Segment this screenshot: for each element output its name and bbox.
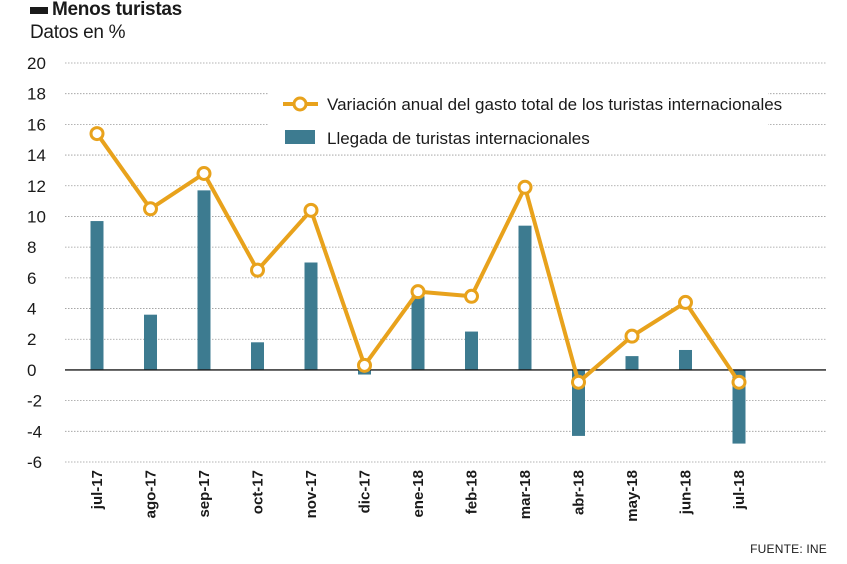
- legend-label-line: Variación anual del gasto total de los t…: [327, 95, 782, 114]
- bar-series: [90, 190, 746, 444]
- y-tick-label: 8: [27, 238, 36, 257]
- line-point: [303, 202, 319, 218]
- x-tick-label: abr-18: [571, 470, 588, 515]
- y-tick-label: -2: [27, 392, 42, 411]
- y-tick-label: 14: [27, 146, 46, 165]
- bar: [304, 262, 318, 370]
- x-tick-label: jul-17: [89, 470, 106, 510]
- line-point: [624, 328, 640, 344]
- title-block: Menos turistas: [30, 0, 182, 20]
- y-tick-label: 4: [27, 300, 36, 319]
- chart-title: Menos turistas: [52, 0, 182, 20]
- x-axis-ticks: jul-17 ago-17 sep-17 oct-17 nov-17 dic-17 ene-…: [89, 470, 748, 522]
- x-tick-label: sep-17: [196, 470, 213, 518]
- legend: Variación anual del gasto total de los t…: [268, 80, 782, 152]
- legend-line-marker: [292, 96, 308, 112]
- bar: [465, 331, 478, 370]
- y-tick-label: 2: [27, 330, 36, 349]
- x-tick-label: feb-18: [464, 470, 481, 514]
- x-tick-label: may-18: [624, 470, 641, 522]
- line-point: [571, 374, 586, 390]
- bar: [90, 221, 104, 370]
- bar: [411, 296, 425, 370]
- line-point: [143, 201, 158, 217]
- y-tick-label: 0: [27, 361, 36, 380]
- y-tick-label: 6: [27, 269, 36, 288]
- x-tick-label: jul-18: [731, 470, 748, 510]
- y-tick-label: 20: [27, 54, 46, 73]
- line-point: [89, 126, 105, 142]
- line-point: [410, 284, 426, 300]
- y-tick-label: 16: [27, 115, 46, 134]
- line-point: [357, 357, 372, 373]
- bar: [518, 225, 532, 370]
- bar: [625, 356, 639, 370]
- bar: [144, 314, 157, 370]
- x-tick-label: jun-18: [678, 470, 695, 515]
- title-marker: [30, 6, 48, 14]
- x-tick-label: nov-17: [303, 470, 320, 518]
- x-tick-label: oct-17: [250, 470, 267, 514]
- bar: [679, 349, 692, 370]
- bar: [251, 342, 264, 370]
- source-note: FUENTE: INE: [750, 542, 827, 556]
- line-point: [731, 374, 747, 390]
- bar: [197, 190, 211, 370]
- line-point: [196, 165, 212, 181]
- y-tick-label: -6: [27, 453, 42, 472]
- chart-subtitle: Datos en %: [30, 22, 126, 43]
- line-point: [250, 262, 265, 278]
- legend-label-bar: Llegada de turistas internacionales: [327, 129, 590, 148]
- x-tick-label: ago-17: [143, 470, 160, 518]
- x-tick-label: dic-17: [357, 470, 374, 513]
- legend-bar-swatch: [285, 130, 315, 144]
- y-tick-label: -4: [27, 422, 42, 441]
- line-point: [678, 294, 693, 310]
- x-tick-label: mar-18: [517, 470, 534, 519]
- x-tick-label: ene-18: [410, 470, 427, 518]
- y-tick-label: 12: [27, 177, 46, 196]
- line-series: [89, 126, 747, 390]
- line-point: [517, 179, 533, 195]
- y-tick-label: 10: [27, 207, 46, 226]
- line-point: [464, 288, 479, 304]
- y-tick-label: 18: [27, 85, 46, 104]
- legend-background: [268, 80, 768, 152]
